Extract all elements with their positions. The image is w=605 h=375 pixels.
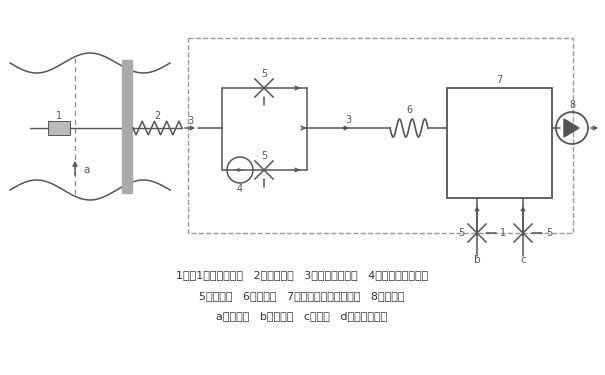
Text: 3: 3 [187,116,193,126]
Text: 1: 1 [56,111,62,121]
Text: 2: 2 [154,111,160,121]
Bar [447,88,552,198]
Text: b: b [474,255,480,265]
Text: 8: 8 [569,100,575,110]
Text: a、样品气   b、燃料气   c、零气   d、采样泵排气: a、样品气 b、燃料气 c、零气 d、采样泵排气 [217,311,388,321]
Text: 5: 5 [261,69,267,79]
Text: 5、控制阀   6、定量环   7、氢火焊离子化检测器   8、采样泵: 5、控制阀 6、定量环 7、氢火焊离子化检测器 8、采样泵 [199,291,405,301]
Text: 6: 6 [406,105,412,115]
Text: 5: 5 [458,228,464,238]
Text: 5: 5 [546,228,552,238]
Bar [122,60,132,193]
Text: a: a [83,165,90,175]
Text: 1: 1 [500,228,506,238]
Text: 5: 5 [261,151,267,161]
Polygon shape [564,119,579,137]
Text: 3: 3 [345,115,351,125]
Text: c: c [520,255,526,265]
Bar [48,121,70,135]
Text: 4: 4 [237,184,243,194]
Bar [188,38,573,233]
Text: 7: 7 [496,75,502,85]
Text: 1、頇1粒物过滤装置   2、采样探针   3、样品传输管线   4、分离单元催化剂: 1、頇1粒物过滤装置 2、采样探针 3、样品传输管线 4、分离单元催化剂 [176,270,428,280]
